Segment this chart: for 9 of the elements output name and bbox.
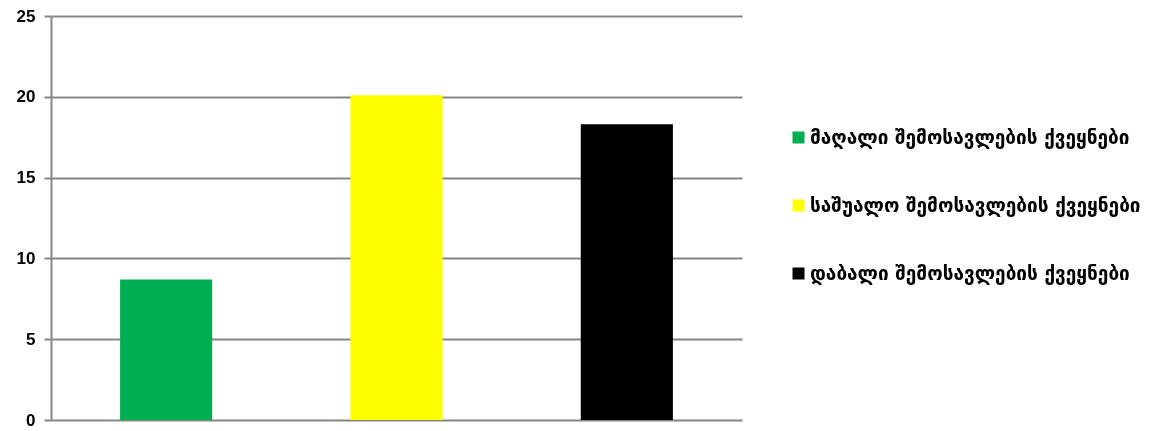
y-tick-label: 20 bbox=[16, 87, 36, 107]
y-tick-label: 10 bbox=[16, 248, 36, 268]
legend-label: საშუალო შემოსავლების ქვეყნები bbox=[810, 193, 1141, 217]
legend-label: მაღალი შემოსავლების ქვეყნები bbox=[810, 125, 1130, 149]
legend-label: დაბალი შემოსავლების ქვეყნები bbox=[810, 261, 1130, 285]
y-tick-label: 0 bbox=[26, 410, 36, 430]
y-tick-label: 25 bbox=[16, 6, 36, 26]
y-tick-label: 5 bbox=[26, 329, 36, 349]
y-tick-label: 15 bbox=[16, 168, 36, 188]
